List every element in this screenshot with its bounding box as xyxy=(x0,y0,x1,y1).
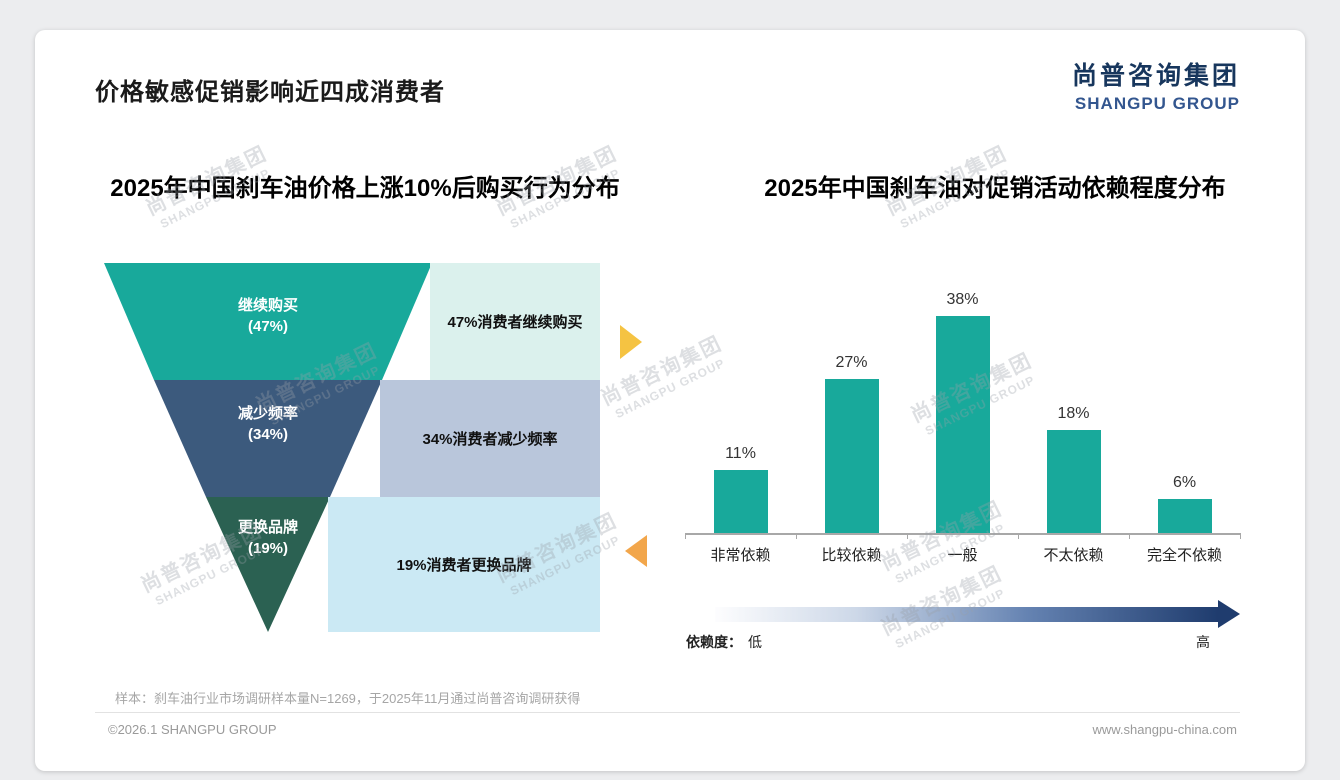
company-logo: 尚普咨询集团 SHANGPU GROUP xyxy=(1072,56,1240,114)
bar-value-label: 11% xyxy=(725,445,756,463)
funnel-annotation-3: 19%消费者更换品牌 xyxy=(328,497,600,632)
funnel-segment-2 xyxy=(154,380,382,497)
bar-column: 38% xyxy=(907,291,1018,533)
footer-copyright: ©2026.1 SHANGPU GROUP xyxy=(108,722,277,737)
bar-value-label: 18% xyxy=(1057,405,1090,423)
footer-divider xyxy=(95,712,1240,713)
bar-category-label: 非常依赖 xyxy=(710,547,771,564)
bar xyxy=(1157,498,1212,533)
bar-category-label: 比较依赖 xyxy=(821,547,882,564)
bar xyxy=(824,379,879,533)
funnel-segment-value: (19%) xyxy=(247,540,288,557)
axis-tick xyxy=(1018,533,1019,539)
axis-tick xyxy=(1240,533,1241,539)
bar-chart: 11% 27% 38% 18% 6% 非常依赖 比较依赖 一般 不太依赖 完全不依赖 xyxy=(685,285,1241,565)
funnel-annotation-1: 47%消费者继续购买 xyxy=(430,263,600,380)
axis-tick xyxy=(796,533,797,539)
funnel-segment-name: 减少频率 xyxy=(237,405,298,422)
bar-category-label: 完全不依赖 xyxy=(1146,547,1222,564)
bar-column: 27% xyxy=(796,354,907,533)
funnel-segment-label: 减少频率 (34%) xyxy=(188,403,348,445)
sample-note: 样本：刹车油行业市场调研样本量N=1269，于2025年11月通过尚普咨询调研获… xyxy=(115,691,581,706)
funnel-segment-value: (47%) xyxy=(247,318,288,335)
funnel-chart: 继续购买 (47%) 减少频率 (34%) 更换品牌 (19%) 47%消费者继… xyxy=(95,255,675,645)
funnel-segment-value: (34%) xyxy=(247,426,288,443)
bar-column: 11% xyxy=(685,445,796,533)
bar-category-label: 一般 xyxy=(947,547,978,564)
bar-column: 18% xyxy=(1018,405,1129,533)
funnel-chart-title: 2025年中国刹车油价格上涨10%后购买行为分布 xyxy=(110,175,620,202)
footer-website: www.shangpu-china.com xyxy=(1092,722,1237,737)
dependence-axis-labels: 依赖度： 低 高 xyxy=(686,632,1241,652)
bar-value-label: 6% xyxy=(1172,473,1197,491)
dependence-high-label: 高 xyxy=(1196,634,1210,650)
bar-plot: 11% 27% 38% 18% 6% xyxy=(685,285,1241,539)
logo-english-text: SHANGPU GROUP xyxy=(1074,94,1240,113)
gradient-arrow-body xyxy=(715,606,1218,622)
slide-card: 价格敏感促销影响近四成消费者 尚普咨询集团 SHANGPU GROUP 2025… xyxy=(35,30,1305,771)
bar xyxy=(713,470,768,533)
dependence-gradient-arrow xyxy=(715,600,1240,628)
axis-tick xyxy=(1129,533,1130,539)
axis-tick xyxy=(907,533,908,539)
funnel-segment-3 xyxy=(206,497,330,632)
bar-categories: 非常依赖 比较依赖 一般 不太依赖 完全不依赖 xyxy=(685,535,1240,565)
funnel-segment-label: 更换品牌 (19%) xyxy=(188,517,348,559)
bar xyxy=(1046,430,1101,533)
dependence-axis-name: 依赖度： xyxy=(686,634,742,650)
funnel-segment-name: 继续购买 xyxy=(237,297,298,314)
bar xyxy=(935,316,990,533)
bar-chart-title: 2025年中国刹车油对促销活动依赖程度分布 xyxy=(764,175,1226,202)
page-title: 价格敏感促销影响近四成消费者 xyxy=(95,79,445,106)
funnel-shape xyxy=(104,263,432,632)
funnel-segment-label: 继续购买 (47%) xyxy=(188,295,348,337)
bar-column: 6% xyxy=(1129,474,1240,533)
funnel-segment-1 xyxy=(104,263,432,380)
yellow-right-arrow-icon xyxy=(620,325,642,359)
gradient-arrow-head-icon xyxy=(1218,600,1240,628)
funnel-segment-name: 更换品牌 xyxy=(237,519,298,536)
axis-tick xyxy=(685,533,686,539)
bar-value-label: 27% xyxy=(835,354,868,372)
logo-chinese-text: 尚普咨询集团 xyxy=(1071,62,1240,90)
bar-value-label: 38% xyxy=(946,291,979,309)
orange-left-arrow-icon xyxy=(625,535,647,567)
funnel-annotation-2: 34%消费者减少频率 xyxy=(380,380,600,497)
bar-category-label: 不太依赖 xyxy=(1043,547,1104,564)
dependence-low-label: 低 xyxy=(748,634,762,650)
